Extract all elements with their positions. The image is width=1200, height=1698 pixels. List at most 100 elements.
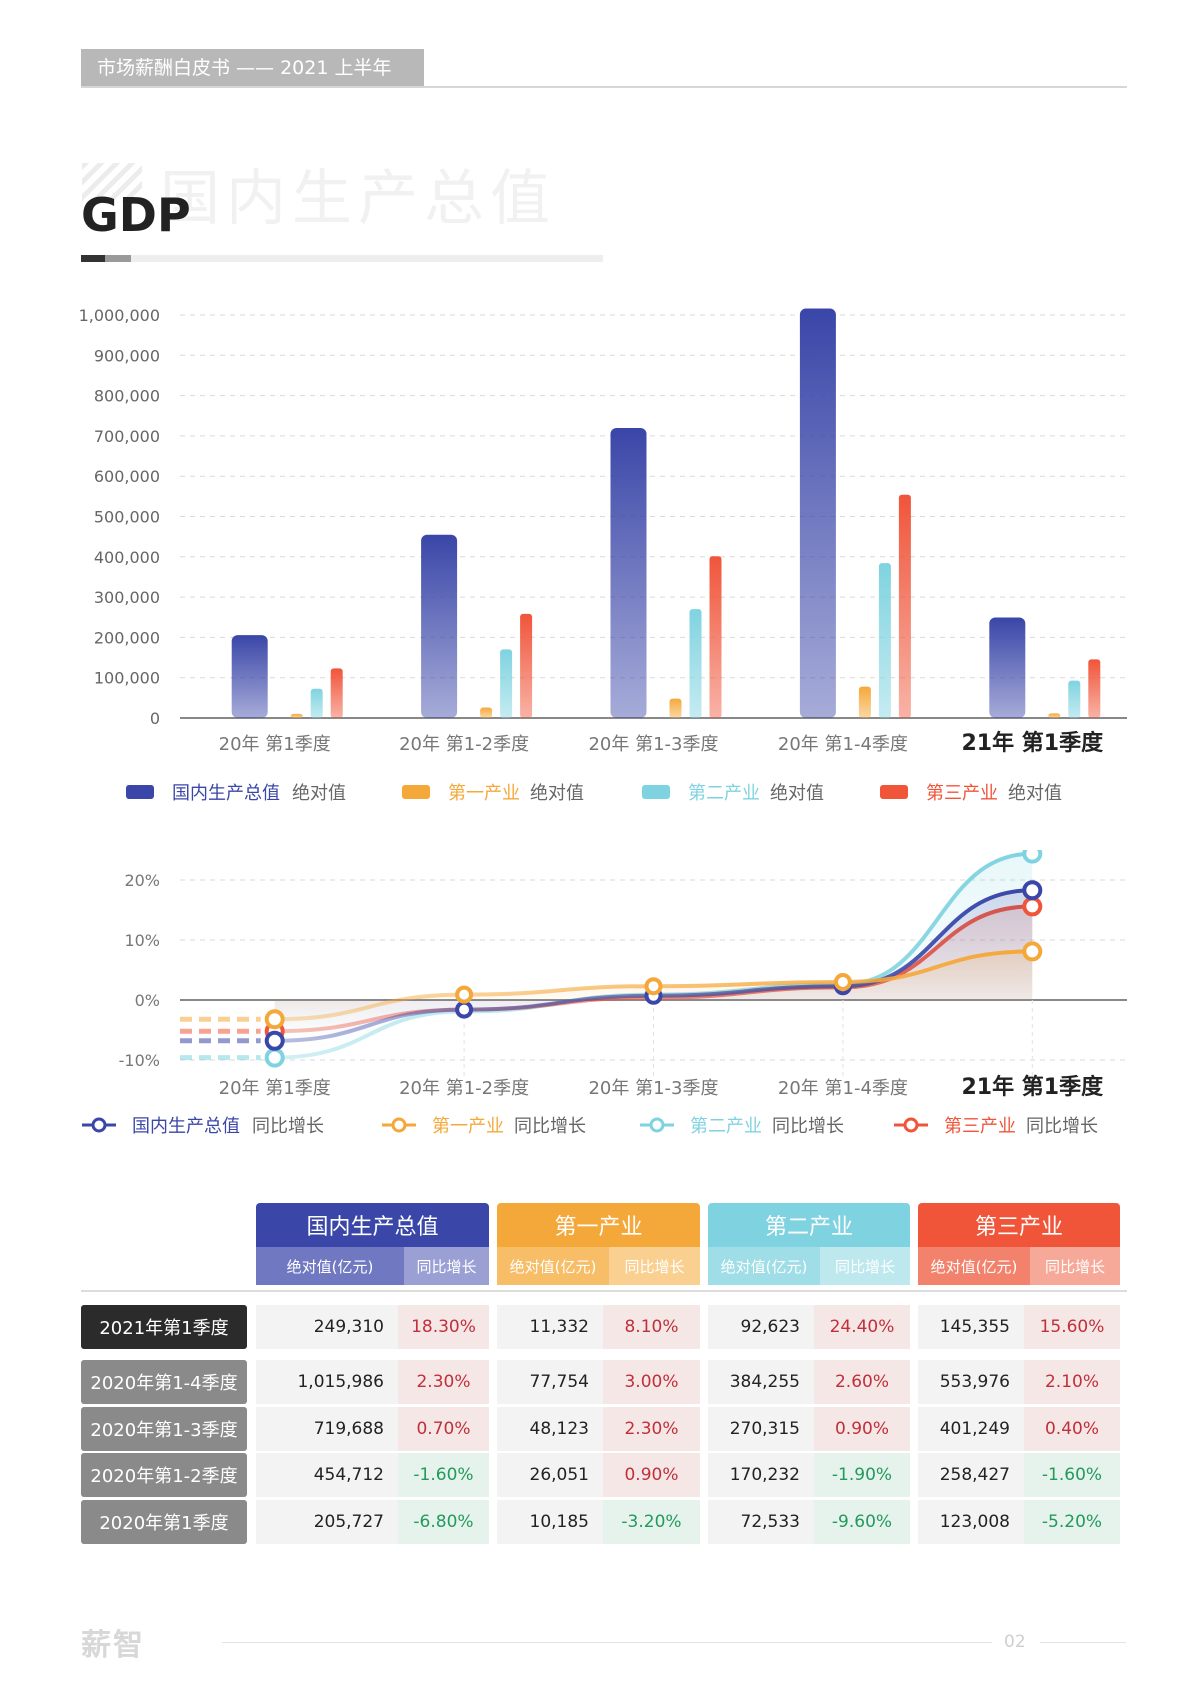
legend-label: 第三产业 (926, 783, 998, 804)
x-tick-label: 20年 第1-2季度 (399, 1078, 529, 1099)
x-tick-label: 20年 第1-4季度 (778, 734, 908, 755)
x-tick-label: 20年 第1季度 (219, 1078, 331, 1099)
series-point (264, 1047, 285, 1068)
y-tick-label: 700,000 (94, 427, 160, 446)
table-cell-value: 384,255 (708, 1360, 814, 1404)
table-cell-value: 401,249 (918, 1407, 1024, 1451)
table-cell-growth: 8.10% (603, 1305, 700, 1349)
bar (858, 686, 871, 718)
legend-label: 第二产业 (690, 1116, 762, 1137)
header-rule (81, 86, 1127, 88)
table-cell-value: 719,688 (256, 1407, 398, 1451)
table-cell-growth: 2.60% (814, 1360, 910, 1404)
table-cell-growth: -3.20% (603, 1500, 700, 1544)
legend-label: 绝对值 (530, 783, 584, 804)
bar (1048, 713, 1061, 718)
table-cell-value: 77,754 (497, 1360, 603, 1404)
legend-label: 国内生产总值 (132, 1116, 240, 1137)
series-point (1022, 850, 1043, 864)
x-tick-label: 21年 第1季度 (962, 1074, 1105, 1100)
series-point (264, 1009, 285, 1030)
x-tick-label: 21年 第1季度 (962, 730, 1105, 756)
bar (520, 613, 533, 718)
bar (878, 563, 891, 718)
table-sub-header: 绝对值(亿元) (497, 1247, 609, 1285)
table-cell-value: 26,051 (497, 1453, 603, 1497)
bar (799, 308, 836, 718)
brand-logo: 薪智 (81, 1628, 145, 1663)
table-cell-growth: 2.10% (1024, 1360, 1120, 1404)
legend-label: 绝对值 (1008, 783, 1062, 804)
legend-label: 第三产业 (944, 1116, 1016, 1137)
table-row-label: 2020年第1-2季度 (81, 1453, 247, 1497)
table-cell-value: 10,185 (497, 1500, 603, 1544)
table-row-label: 2020年第1季度 (81, 1500, 247, 1544)
x-tick-label: 20年 第1-2季度 (399, 734, 529, 755)
table-group-header: 国内生产总值 (256, 1203, 489, 1247)
legend-label: 第二产业 (688, 783, 760, 804)
table-cell-value: 170,232 (708, 1453, 814, 1497)
table-cell-value: 48,123 (497, 1407, 603, 1451)
table-cell-value: 11,332 (497, 1305, 603, 1349)
table-cell-growth: -5.20% (1024, 1500, 1120, 1544)
table-cell-value: 249,310 (256, 1305, 398, 1349)
series-point (644, 977, 663, 996)
y-tick-label: 400,000 (94, 548, 160, 567)
table-cell-value: 258,427 (918, 1453, 1024, 1497)
y-tick-label: 200,000 (94, 628, 160, 647)
table-cell-growth: -1.90% (814, 1453, 910, 1497)
table-cell-growth: -9.60% (814, 1500, 910, 1544)
y-tick-label: -10% (119, 1051, 160, 1070)
y-tick-label: 0 (150, 709, 160, 728)
legend-swatch (649, 1117, 665, 1133)
page-title: GDP (81, 188, 191, 242)
line-chart: -10% 0% 10% 20% 20年 第1季度 20年 第1-2季度 20年 第1-3季度… (82, 850, 1127, 1137)
y-tick-label: 1,000,000 (79, 306, 160, 325)
table-cell-growth: 3.00% (603, 1360, 700, 1404)
series-point (1022, 941, 1043, 962)
y-tick-label: 600,000 (94, 467, 160, 486)
legend-swatch (126, 785, 154, 799)
legend-label: 绝对值 (292, 783, 346, 804)
table-cell-growth: 0.90% (603, 1453, 700, 1497)
table-cell-growth: 24.40% (814, 1305, 910, 1349)
table-sub-header: 绝对值(亿元) (708, 1247, 820, 1285)
bar (1088, 659, 1101, 718)
y-tick-label: 20% (124, 871, 160, 890)
y-tick-label: 900,000 (94, 346, 160, 365)
table-cell-growth: 15.60% (1024, 1305, 1120, 1349)
legend-label: 第一产业 (432, 1116, 504, 1137)
bar (989, 617, 1026, 718)
legend-swatch (402, 785, 430, 799)
x-tick-label: 20年 第1-3季度 (588, 734, 718, 755)
legend-swatch (391, 1117, 407, 1133)
table-cell-growth: 18.30% (398, 1305, 489, 1349)
table-sub-header: 同比增长 (404, 1247, 489, 1285)
table-group-header: 第一产业 (497, 1203, 700, 1247)
bar (421, 534, 458, 718)
series-point (833, 973, 852, 991)
bar (709, 556, 722, 718)
bar (500, 649, 513, 718)
table-group-header: 第二产业 (708, 1203, 910, 1247)
legend-label: 同比增长 (514, 1116, 586, 1137)
table-cell-value: 270,315 (708, 1407, 814, 1451)
series-point (264, 1030, 285, 1051)
bar (610, 427, 647, 718)
table-cell-value: 123,008 (918, 1500, 1024, 1544)
series-point (455, 985, 474, 1004)
bar (689, 609, 702, 718)
title-underline (81, 255, 603, 262)
y-tick-label: 100,000 (94, 669, 160, 688)
table-cell-value: 72,533 (708, 1500, 814, 1544)
table-cell-value: 92,623 (708, 1305, 814, 1349)
table-row-label: 2020年第1-4季度 (81, 1360, 247, 1404)
footer-rule (222, 1642, 992, 1643)
x-tick-label: 20年 第1-4季度 (778, 1078, 908, 1099)
legend-label: 第一产业 (448, 783, 520, 804)
table-sub-header: 同比增长 (609, 1247, 700, 1285)
bar (290, 713, 303, 718)
table-cell-value: 454,712 (256, 1453, 398, 1497)
ghost-title: 国内生产总值 (160, 164, 556, 234)
table-sub-header: 同比增长 (820, 1247, 910, 1285)
